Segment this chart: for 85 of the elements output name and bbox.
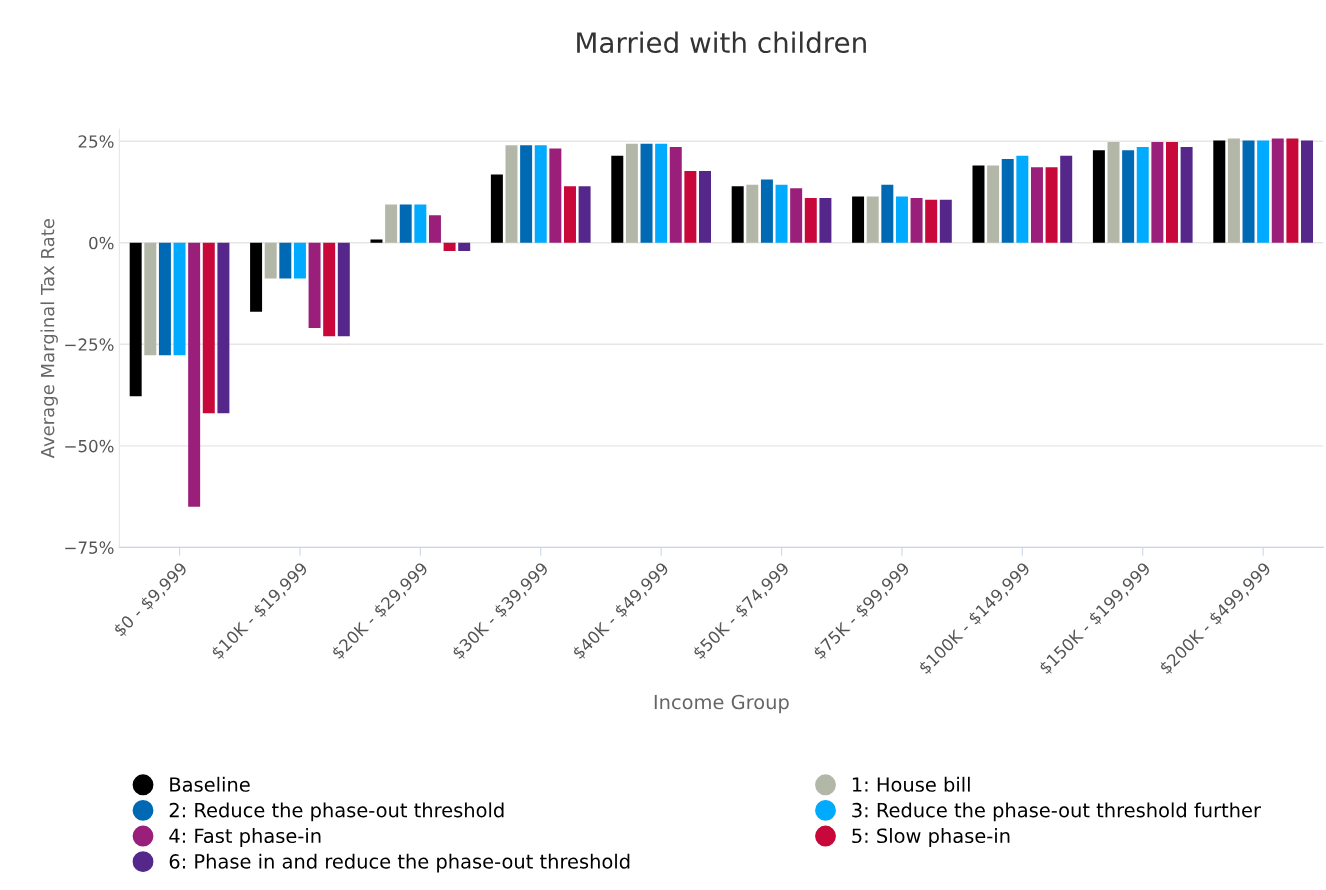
bar <box>385 204 398 243</box>
bar <box>337 242 350 337</box>
legend-label: 3: Reduce the phase-out threshold further <box>852 802 1261 822</box>
bar <box>144 242 157 356</box>
bar <box>1030 167 1043 243</box>
bar <box>1242 140 1255 243</box>
bar <box>987 165 1000 243</box>
bar <box>578 186 591 243</box>
bar <box>1045 167 1058 243</box>
bar <box>534 145 547 243</box>
legend-label: 2: Reduce the phase-out threshold <box>169 802 504 822</box>
bar <box>308 242 321 329</box>
bar <box>264 242 277 279</box>
bar <box>746 184 759 243</box>
y-tick-label: 0% <box>89 236 114 250</box>
bar <box>323 242 336 337</box>
bar <box>490 174 503 243</box>
bar <box>217 242 230 414</box>
bar <box>1301 140 1313 243</box>
bar <box>279 242 292 279</box>
bar <box>563 186 576 243</box>
bar <box>520 145 533 243</box>
legend-label: 1: House bill <box>852 776 970 792</box>
bar <box>640 143 653 243</box>
bar <box>414 204 427 243</box>
bar <box>443 242 456 251</box>
bar <box>1151 142 1164 243</box>
bar <box>1227 138 1240 243</box>
bar <box>458 242 471 251</box>
bar <box>1016 155 1029 243</box>
y-tick-label: −75% <box>65 541 114 554</box>
bar <box>881 184 894 243</box>
bar <box>1271 138 1284 243</box>
bar <box>1136 146 1149 243</box>
bar <box>852 196 865 243</box>
bar <box>804 198 817 243</box>
legend-label: 5: Slow phase-in <box>852 828 1010 847</box>
bar <box>699 170 711 243</box>
bar <box>1165 142 1178 243</box>
bar <box>188 242 201 507</box>
bar <box>129 242 142 397</box>
bar <box>1286 138 1299 243</box>
bar <box>370 239 383 243</box>
y-tick-label: −25% <box>65 338 114 351</box>
bar <box>939 199 952 243</box>
bar <box>790 188 803 243</box>
x-axis-title: Income Group <box>654 694 789 714</box>
bar <box>819 198 832 243</box>
chart-title: Married with children <box>577 31 866 54</box>
legend-label: 4: Fast phase-in <box>169 828 321 847</box>
bar <box>173 242 186 356</box>
bar <box>1180 146 1193 243</box>
bar <box>625 143 638 243</box>
legend-label: Baseline <box>170 776 250 792</box>
bar <box>250 242 263 312</box>
bar <box>1060 155 1073 243</box>
bar <box>1001 159 1014 243</box>
bar <box>1213 140 1226 243</box>
bar <box>293 242 306 279</box>
bar <box>910 198 923 243</box>
bar <box>655 143 668 243</box>
legend-label: 6: Phase in and reduce the phase-out threshold <box>169 853 630 873</box>
bar <box>731 186 744 243</box>
bar <box>611 155 624 243</box>
bar <box>1257 140 1270 243</box>
bar <box>684 170 697 243</box>
y-tick-label: −50% <box>65 439 114 453</box>
bar <box>399 204 412 243</box>
bar <box>158 242 171 356</box>
bar <box>866 196 879 243</box>
bar <box>202 242 215 414</box>
bar <box>669 146 682 243</box>
bar <box>505 145 518 243</box>
bar <box>1092 150 1105 243</box>
bar <box>972 165 985 243</box>
bar <box>760 179 773 243</box>
bar <box>549 148 562 243</box>
bar <box>775 184 788 243</box>
bar <box>428 215 441 243</box>
bar <box>895 196 908 243</box>
y-tick-label: 25% <box>78 135 114 148</box>
y-axis-title: Average Marginal Tax Rate <box>40 219 58 459</box>
bar <box>925 199 938 243</box>
bar <box>1122 150 1135 243</box>
bar <box>1107 142 1120 243</box>
